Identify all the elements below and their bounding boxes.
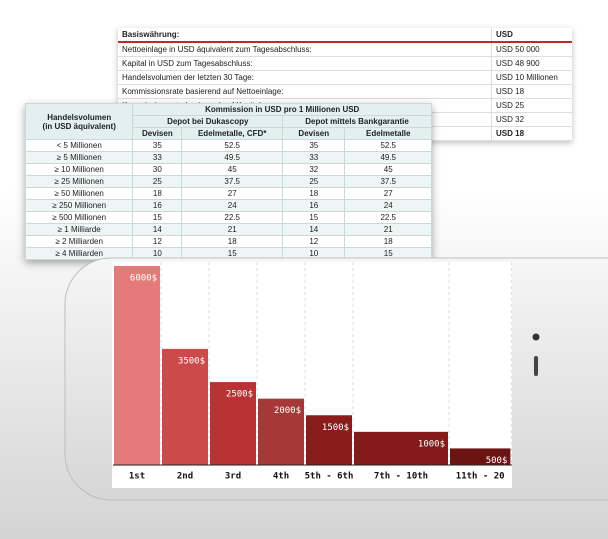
- cell: USD 25: [491, 98, 572, 113]
- cell: Kommissionsrate basierend auf Nettoeinla…: [118, 84, 492, 99]
- commission-table: Handelsvolumen (in USD äquivalent) Kommiss…: [24, 103, 432, 260]
- cell: ≥ 5 Millionen: [24, 151, 134, 164]
- cell: 35: [132, 139, 183, 152]
- cell: USD 32: [491, 112, 572, 127]
- header-row: Devisen Edelmetalle, CFD* Devisen Edelmetal…: [26, 127, 432, 140]
- bar: [306, 415, 352, 465]
- group-header: Depot bei Dukascopy: [132, 115, 284, 128]
- value-label: 6000$: [130, 274, 157, 284]
- x-tick-label: 7th - 10th: [374, 472, 428, 482]
- row: Handelsvolumen der letzten 30 Tage: USD 1…: [118, 70, 572, 85]
- x-tick-label: 5th - 6th: [305, 472, 354, 482]
- volume-header-line: Handelsvolumen: [47, 112, 112, 122]
- value-label: 500$: [486, 456, 508, 466]
- volume-header: Handelsvolumen (in USD äquivalent): [24, 103, 134, 140]
- x-tick-label: 2nd: [177, 472, 193, 482]
- value-label: 1500$: [322, 423, 349, 433]
- x-tick-label: 4th: [273, 472, 289, 482]
- cell: ≥ 25 Millionen: [24, 175, 134, 188]
- value-label: 3500$: [178, 356, 205, 366]
- cell: 10: [132, 247, 183, 260]
- header-row: Basiswährung: USD: [118, 28, 572, 43]
- row: < 5 Millionen 35 52.5 35 52.5: [24, 139, 432, 152]
- cell: 37.5: [181, 175, 284, 188]
- row: ≥ 25 Millionen 25 37.5 25 37.5: [24, 175, 432, 188]
- row: Kapital in USD zum Tagesabschluss: USD 48…: [118, 56, 572, 71]
- column-header: Devisen: [282, 127, 346, 140]
- cell: 14: [132, 223, 183, 236]
- camera: [532, 333, 540, 341]
- cell: 25: [282, 175, 346, 188]
- header-cell: USD: [491, 28, 572, 43]
- column-header: Devisen: [132, 127, 183, 140]
- header-row: Handelsvolumen (in USD äquivalent) Kommiss…: [24, 103, 432, 140]
- group-header: Depot mittels Bankgarantie: [282, 115, 432, 128]
- column-header: Edelmetalle, CFD*: [181, 127, 284, 140]
- bar: [258, 398, 304, 465]
- cell: USD 18: [491, 84, 572, 99]
- cell: 15: [344, 247, 432, 260]
- row: Nettoeinlage in USD äquivalent zum Tages…: [118, 42, 572, 57]
- value-label: 1000$: [418, 439, 445, 449]
- bar: [210, 382, 256, 465]
- cell: ≥ 4 Milliarden: [24, 247, 134, 260]
- cell: USD 10 Millionen: [491, 70, 572, 85]
- cell: 10: [282, 247, 346, 260]
- cell: USD 50 000: [491, 42, 572, 57]
- column-header: Edelmetalle: [344, 127, 432, 140]
- cell: USD 18: [491, 126, 572, 141]
- value-label: 2000$: [274, 406, 301, 416]
- cell: 49.5: [344, 151, 432, 164]
- bar: [114, 266, 160, 465]
- cell: 24: [181, 199, 284, 212]
- cell: USD 48 900: [491, 56, 572, 71]
- cell: Handelsvolumen der letzten 30 Tage:: [118, 70, 492, 85]
- speaker: [534, 356, 538, 376]
- volume-header-line: (in USD äquivalent): [42, 121, 116, 131]
- row: Kommissionsrate basierend auf Nettoeinla…: [118, 84, 572, 99]
- bar: [450, 448, 511, 465]
- cell: 21: [181, 223, 284, 236]
- cell: 21: [344, 223, 432, 236]
- header-row: Depot bei Dukascopy Depot mittels Bankgar…: [26, 115, 432, 128]
- row: ≥ 500 Millionen 15 22.5 15 22.5: [24, 211, 432, 224]
- cell: 14: [282, 223, 346, 236]
- chart: 6000$ 1st 3500$ 2nd 2500$ 3rd 2000$ 4th 1500$ 5th…: [113, 262, 512, 482]
- bar: [162, 348, 208, 465]
- cell: 49.5: [181, 151, 284, 164]
- value-label: 2500$: [226, 390, 253, 400]
- x-tick-label: 1st: [129, 472, 145, 482]
- x-tick-label: 3rd: [225, 472, 241, 482]
- row: ≥ 4 Milliarden 10 15 10 15: [24, 247, 432, 260]
- cell: Kapital in USD zum Tagesabschluss:: [118, 56, 492, 71]
- cell: 18: [132, 187, 183, 200]
- cell: Nettoeinlage in USD äquivalent zum Tages…: [118, 42, 492, 57]
- x-tick-label: 11th - 20: [456, 472, 505, 482]
- row: ≥ 5 Millionen 33 49.5 33 49.5: [24, 151, 432, 164]
- cell: 24: [344, 199, 432, 212]
- top-header: Kommission in USD pro 1 Millionen USD: [132, 103, 432, 116]
- header-cell: Basiswährung:: [118, 28, 492, 43]
- bar: [354, 431, 448, 465]
